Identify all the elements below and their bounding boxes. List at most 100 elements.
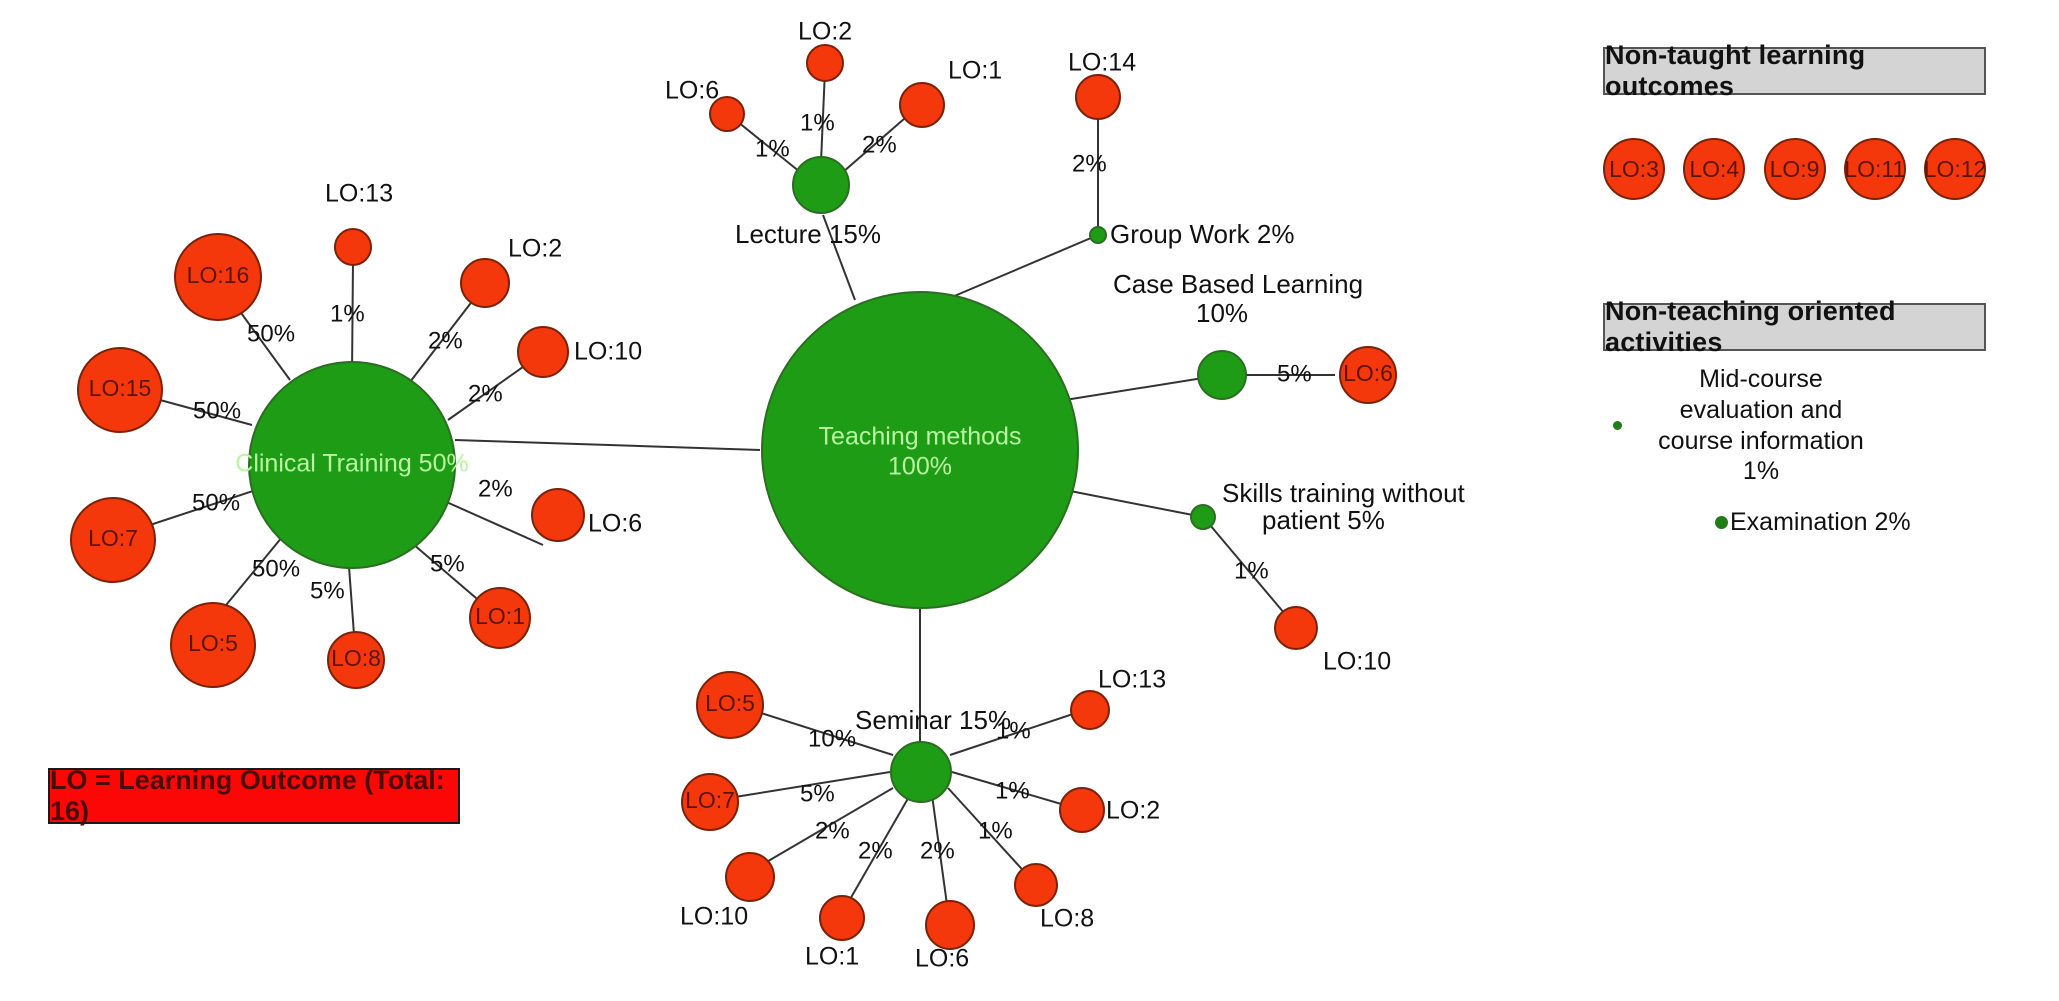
lo6-label-clinical: LO:6 bbox=[588, 510, 642, 538]
legend-non-teaching-title: Non-teaching oriented activities bbox=[1603, 296, 1986, 357]
edge-label-seminar-lo2: 1% bbox=[995, 777, 1030, 804]
node-lo2-lecture[interactable] bbox=[806, 44, 844, 82]
edge-label-seminar-lo5: 10% bbox=[808, 725, 856, 752]
cbl-caption-line1: Case Based Learning bbox=[1113, 269, 1363, 299]
edge-lecture-lo6 bbox=[732, 117, 801, 173]
lo6-label-seminar: LO:6 bbox=[915, 945, 969, 973]
legend-lo-circle-3[interactable]: LO:9 bbox=[1763, 138, 1826, 200]
lo6-label-lecture: LO:6 bbox=[665, 77, 719, 105]
edge-lecture-lo1 bbox=[842, 111, 913, 173]
edge-label-seminar-lo1: 2% bbox=[858, 837, 893, 864]
learning-outcome-key: LO = Learning Outcome (Total: 16) bbox=[48, 765, 460, 826]
edge-label-clinical-lo15: 50% bbox=[193, 397, 241, 424]
edge-layer bbox=[149, 69, 1335, 913]
activity-examination[interactable]: Examination 2% bbox=[1715, 507, 1911, 538]
edge-seminar-lo5 bbox=[757, 711, 894, 756]
legend-lo-circle-2[interactable]: LO:4 bbox=[1683, 138, 1746, 200]
node-group-work[interactable] bbox=[1089, 226, 1107, 244]
edge-label-clinical-lo10: 2% bbox=[468, 380, 503, 407]
node-lo16-clinical[interactable]: LO:16 bbox=[174, 233, 262, 321]
edge-seminar-lo13 bbox=[949, 709, 1086, 756]
node-lo8-clinical[interactable]: LO:8 bbox=[327, 631, 385, 689]
node-lo5-clinical[interactable]: LO:5 bbox=[170, 602, 256, 688]
activity-mid-course-text: Mid-course evaluation and course informa… bbox=[1631, 364, 1891, 487]
skills-caption-line2: patient 5% bbox=[1262, 505, 1385, 535]
lo5-label-seminar: LO:5 bbox=[705, 690, 755, 716]
lo15-label: LO:15 bbox=[89, 375, 152, 401]
node-lo2-clinical[interactable] bbox=[460, 258, 510, 308]
edge-label-clinical-lo6: 2% bbox=[478, 475, 513, 502]
edge-skills-lo10 bbox=[1209, 524, 1291, 621]
lo10-label-clinical: LO:10 bbox=[574, 338, 642, 366]
lo5-label: LO:5 bbox=[188, 630, 238, 656]
clinical-hub-label: Clinical Training 50% bbox=[235, 450, 468, 478]
node-lecture[interactable] bbox=[792, 156, 850, 214]
lo2-label-lecture: LO:2 bbox=[798, 18, 852, 46]
edge-seminar-lo6 bbox=[931, 794, 949, 913]
legend-non-taught-list: LO:3 LO:4 LO:9 LO:11 LO:12 bbox=[1603, 138, 1986, 200]
node-lo13-clinical[interactable] bbox=[334, 228, 372, 266]
lo10-label-skills: LO:10 bbox=[1323, 648, 1391, 676]
seminar-hub-caption: Seminar 15% bbox=[855, 705, 1011, 735]
node-lo14-groupwork[interactable] bbox=[1075, 74, 1121, 120]
edge-clinical-lo7 bbox=[149, 489, 257, 526]
edge-label-seminar-lo13: 1% bbox=[996, 717, 1031, 744]
lo6-label-cbl: LO:6 bbox=[1343, 360, 1393, 386]
edge-seminar-lo2 bbox=[951, 771, 1076, 809]
edge-label-seminar-lo7: 5% bbox=[800, 780, 835, 807]
legend-lo-circle-4[interactable]: LO:11 bbox=[1843, 138, 1906, 200]
edge-label-cbl-lo6: 5% bbox=[1277, 360, 1312, 387]
lo2-label-clinical: LO:2 bbox=[508, 235, 562, 263]
legend-lo-circle-1[interactable]: LO:3 bbox=[1603, 138, 1665, 200]
edge-clinical-lo10 bbox=[447, 361, 531, 421]
node-lo6-clinical[interactable] bbox=[531, 488, 585, 542]
node-teaching-methods[interactable]: Teaching methods 100% bbox=[761, 291, 1079, 609]
lecture-hub-caption: Lecture 15% bbox=[735, 219, 881, 249]
node-lo15-clinical[interactable]: LO:15 bbox=[77, 347, 163, 433]
node-case-based-learning[interactable] bbox=[1197, 350, 1247, 400]
node-lo7-seminar[interactable]: LO:7 bbox=[681, 773, 739, 831]
node-lo1-seminar[interactable] bbox=[819, 895, 865, 941]
node-seminar[interactable] bbox=[890, 741, 952, 803]
node-lo2-seminar[interactable] bbox=[1059, 787, 1105, 833]
lo1-label-clinical: LO:1 bbox=[475, 603, 525, 629]
edge-seminar-lo1 bbox=[844, 794, 911, 909]
node-lo13-seminar[interactable] bbox=[1070, 690, 1110, 730]
node-lo5-seminar[interactable]: LO:5 bbox=[696, 671, 764, 739]
edge-label-lecture-lo2: 1% bbox=[800, 109, 835, 136]
green-dot-icon bbox=[1715, 515, 1728, 529]
legend-lo-circle-5[interactable]: LO:12 bbox=[1924, 138, 1986, 200]
node-lo1-clinical[interactable]: LO:1 bbox=[469, 587, 531, 649]
node-lo10-skills[interactable] bbox=[1274, 606, 1318, 650]
node-lo6-lecture[interactable] bbox=[709, 96, 745, 132]
edge-label-seminar-lo6: 2% bbox=[920, 837, 955, 864]
node-lo10-clinical[interactable] bbox=[517, 326, 569, 378]
node-lo10-seminar[interactable] bbox=[725, 852, 775, 902]
lo2-label-seminar: LO:2 bbox=[1106, 797, 1160, 825]
node-lo6-seminar[interactable] bbox=[925, 900, 975, 950]
lo8-label-seminar: LO:8 bbox=[1040, 905, 1094, 933]
legend-non-teaching-list: Mid-course evaluation and course informa… bbox=[1603, 362, 1986, 542]
node-skills-training[interactable] bbox=[1190, 504, 1216, 530]
groupwork-hub-caption: Group Work 2% bbox=[1110, 219, 1294, 249]
node-lo1-lecture[interactable] bbox=[899, 82, 945, 128]
node-lo6-cbl[interactable]: LO:6 bbox=[1339, 346, 1397, 404]
edge-clinical-lo15 bbox=[159, 399, 253, 426]
node-clinical-training[interactable]: Clinical Training 50% bbox=[235, 361, 469, 569]
edge-label-seminar-lo10: 2% bbox=[815, 817, 850, 844]
edge-label-clinical-lo16: 50% bbox=[247, 320, 295, 347]
edge-clinical-lo1 bbox=[405, 537, 491, 611]
edge-label-lecture-lo6: 1% bbox=[755, 135, 790, 162]
edge-label-clinical-lo7: 50% bbox=[192, 489, 240, 516]
root-label-line1: Teaching methods bbox=[819, 423, 1022, 451]
edge-root-cbl bbox=[1064, 374, 1223, 401]
lo14-label: LO:14 bbox=[1068, 49, 1136, 77]
node-lo7-clinical[interactable]: LO:7 bbox=[70, 497, 156, 583]
midcourse-line2: evaluation and bbox=[1679, 395, 1843, 424]
activity-mid-course-evaluation[interactable]: Mid-course evaluation and course informa… bbox=[1613, 364, 1891, 487]
node-lo8-seminar[interactable] bbox=[1014, 863, 1058, 907]
edge-label-clinical-lo5: 50% bbox=[252, 555, 300, 582]
lo16-label: LO:16 bbox=[187, 262, 250, 288]
lo7-label-seminar: LO:7 bbox=[685, 787, 735, 813]
